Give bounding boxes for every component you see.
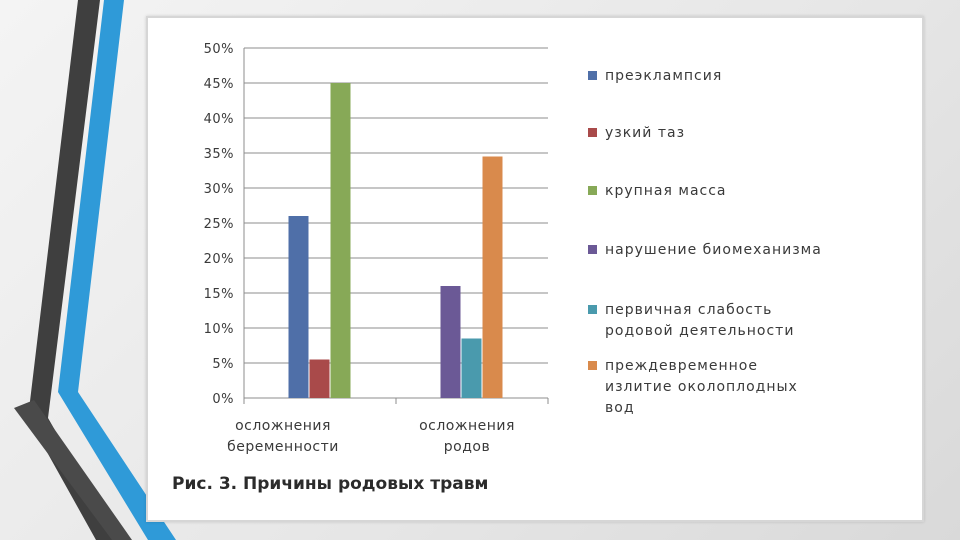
bar-chart: 0% 5% 10% 15% 20% 25% 30% 35% 40% 45% 50% — [204, 42, 549, 407]
legend-label: первичная слабость родовой деятельности — [605, 302, 795, 339]
dark-stripe — [28, 0, 118, 540]
x-category-1-line-2: беременности — [227, 439, 339, 455]
chart-frame: 0% 5% 10% 15% 20% 25% 30% 35% 40% 45% 50% осложнен… — [146, 16, 924, 522]
x-category-1-line-1: осложнения — [235, 418, 331, 434]
legend-item-labor-weakness: первичная слабость родовой деятельности — [588, 300, 905, 342]
legend-item-premature-rupture: преждевременное излитие околоплодных вод — [588, 356, 905, 419]
legend-label: крупная масса — [605, 183, 727, 199]
legend-item-preeclampsia: преэклампсия — [588, 66, 905, 87]
y-tick-label: 45% — [204, 77, 234, 92]
bar — [288, 216, 309, 398]
legend-label: узкий таз — [605, 125, 686, 141]
legend-item-large-weight: крупная масса — [588, 181, 905, 202]
y-tick-label: 30% — [204, 182, 234, 197]
bar — [330, 83, 351, 398]
y-tick-label: 40% — [204, 112, 234, 127]
y-tick-label: 35% — [204, 147, 234, 162]
x-category-2-line-2: родов — [443, 439, 491, 455]
y-tick-label: 10% — [204, 322, 234, 337]
y-tick-label: 20% — [204, 252, 234, 267]
bar — [461, 338, 482, 398]
legend-swatch — [588, 186, 597, 195]
bar — [440, 286, 461, 398]
x-category-2: осложнения родов — [392, 416, 542, 458]
bar — [309, 359, 330, 398]
y-tick-label: 50% — [204, 42, 234, 57]
legend-swatch — [588, 305, 597, 314]
legend-swatch — [588, 245, 597, 254]
x-category-1: осложнения беременности — [208, 416, 358, 458]
dark-stripe-lower — [14, 400, 132, 540]
legend-swatch — [588, 128, 597, 137]
figure-caption: Рис. 3. Причины родовых травм — [172, 474, 489, 494]
y-tick-label: 25% — [204, 217, 234, 232]
y-tick-label: 15% — [204, 287, 234, 302]
legend-label: преэклампсия — [605, 68, 723, 84]
legend-swatch — [588, 71, 597, 80]
y-tick-label: 0% — [212, 392, 234, 407]
legend-swatch — [588, 361, 597, 370]
legend-label: преждевременное излитие околоплодных вод — [605, 358, 798, 416]
blue-stripe — [58, 0, 176, 540]
legend-item-biomechanism: нарушение биомеханизма — [588, 240, 905, 261]
legend-label: нарушение биомеханизма — [605, 242, 822, 258]
y-tick-label: 5% — [212, 357, 234, 372]
bar — [482, 156, 503, 398]
x-category-2-line-1: осложнения — [419, 418, 515, 434]
legend-item-narrow-pelvis: узкий таз — [588, 123, 905, 144]
